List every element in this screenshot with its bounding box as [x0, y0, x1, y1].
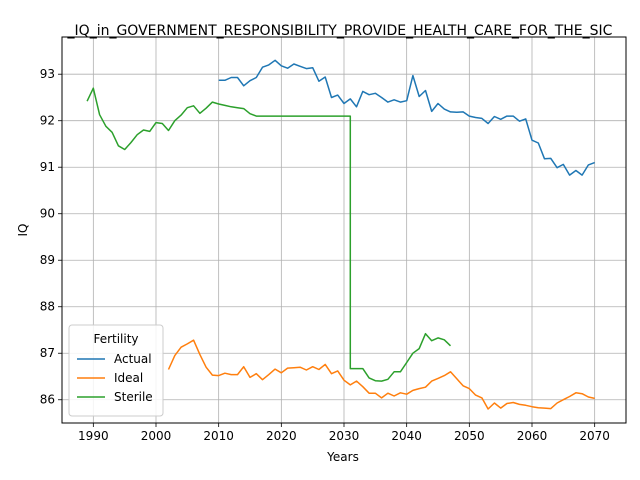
legend: Fertility Actual Ideal Sterile: [68, 324, 164, 417]
y-tick-label: 92: [40, 114, 55, 128]
series-line-actual: [218, 59, 595, 176]
y-tick-label: 90: [40, 207, 55, 221]
legend-title: Fertility: [93, 332, 138, 346]
plot-area: [86, 59, 595, 410]
y-tick-label: 93: [40, 67, 55, 81]
x-axis-label: Years: [326, 450, 359, 464]
x-tick-label: 2030: [329, 429, 360, 443]
x-axis-ticks: 1990 2000 2010 2020 2030 2040 2050 2060 2070: [78, 423, 610, 443]
legend-label-actual: Actual: [114, 352, 152, 366]
y-tick-label: 86: [40, 393, 55, 407]
x-tick-label: 1990: [78, 429, 109, 443]
y-axis-ticks: 86 87 88 89 90 91 92 93: [40, 67, 62, 407]
legend-label-ideal: Ideal: [114, 371, 143, 385]
x-tick-label: 2040: [391, 429, 422, 443]
series-line-ideal: [167, 339, 595, 410]
legend-label-sterile: Sterile: [114, 390, 153, 404]
x-tick-label: 2060: [517, 429, 548, 443]
x-tick-label: 2010: [203, 429, 234, 443]
y-tick-label: 87: [40, 346, 55, 360]
series-line-sterile: [86, 87, 452, 382]
y-tick-label: 89: [40, 253, 55, 267]
chart-title: _IQ_in_GOVERNMENT_RESPONSIBILITY_PROVIDE…: [67, 23, 613, 39]
y-axis-label: IQ: [16, 224, 30, 237]
x-tick-label: 2070: [579, 429, 610, 443]
x-tick-label: 2020: [266, 429, 297, 443]
y-tick-label: 88: [40, 300, 55, 314]
x-tick-label: 2000: [141, 429, 172, 443]
y-tick-label: 91: [40, 160, 55, 174]
x-tick-label: 2050: [454, 429, 485, 443]
legend-box: [68, 324, 164, 417]
